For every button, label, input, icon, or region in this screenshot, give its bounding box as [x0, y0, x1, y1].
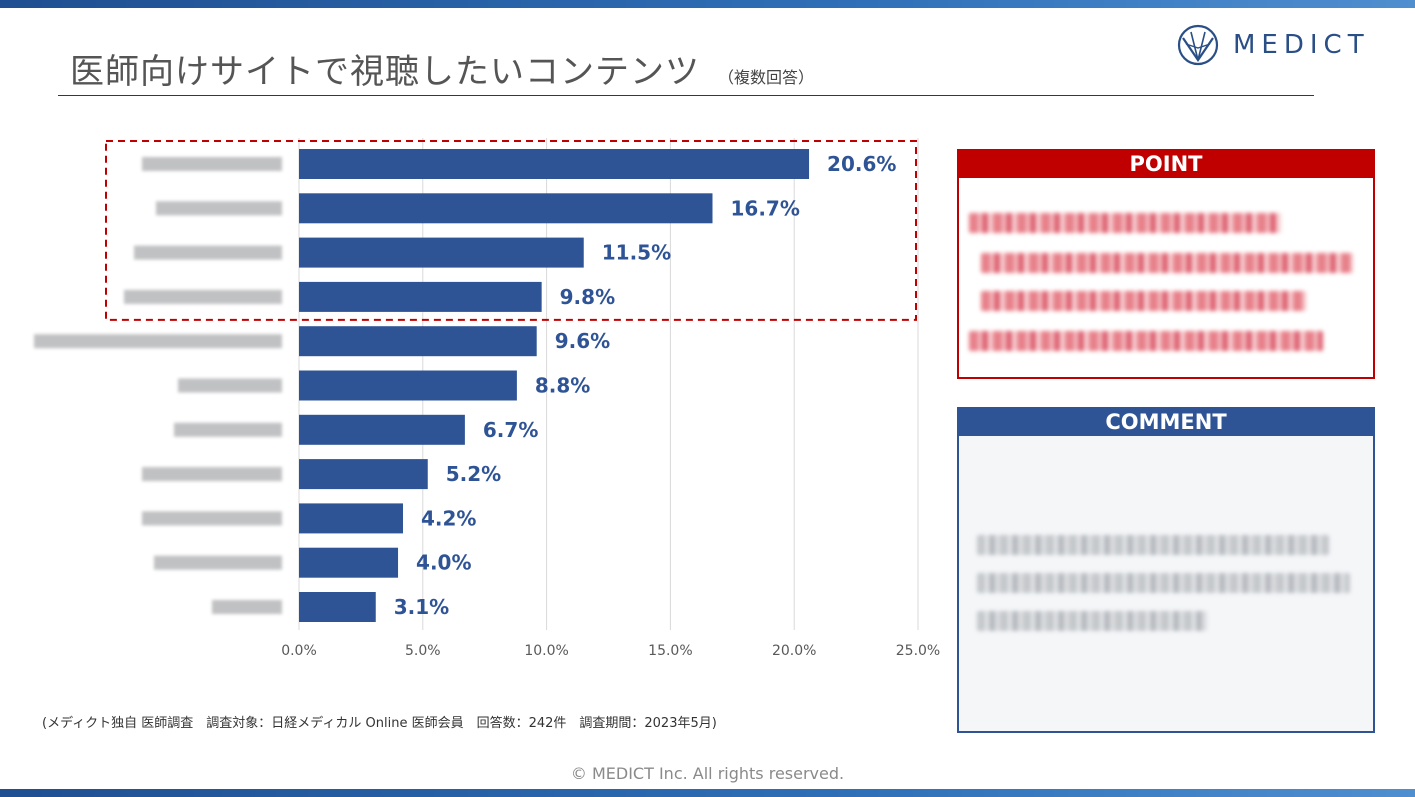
data-label: 9.8%	[560, 285, 615, 309]
bar	[299, 193, 713, 224]
redacted-category-label	[154, 555, 282, 570]
point-header: POINT	[959, 151, 1373, 178]
point-redacted-line	[981, 291, 1306, 311]
redacted-category-label	[156, 201, 282, 216]
bar	[299, 237, 584, 268]
redacted-category-label	[142, 511, 282, 526]
data-label: 9.6%	[555, 329, 610, 353]
x-tick-label: 20.0%	[772, 643, 816, 659]
data-label: 4.2%	[421, 506, 476, 530]
data-label: 11.5%	[602, 241, 671, 265]
data-label: 3.1%	[394, 595, 449, 619]
redacted-category-label	[124, 289, 282, 304]
data-label: 16.7%	[730, 196, 799, 220]
bar	[299, 414, 465, 445]
page-subtitle: （複数回答）	[718, 68, 815, 87]
point-redacted-line	[981, 253, 1353, 273]
point-redacted-line	[969, 213, 1281, 233]
redacted-category-label	[178, 378, 282, 393]
comment-header: COMMENT	[959, 409, 1373, 436]
title-underline	[58, 95, 1314, 96]
point-panel: POINT	[957, 149, 1375, 379]
bar	[299, 281, 542, 312]
x-tick-label: 10.0%	[524, 643, 568, 659]
bar	[299, 370, 517, 401]
bar-chart: 0.0% 5.0% 10.0% 15.0% 20.0% 25.0% 20.6% 16.7% 11…	[34, 138, 940, 659]
data-label: 20.6%	[827, 152, 896, 176]
top-accent-band	[0, 0, 1415, 8]
page-title: 医師向けサイトで視聴したいコンテンツ	[70, 52, 700, 92]
x-tick-label: 0.0%	[281, 643, 317, 659]
redacted-category-label	[142, 467, 282, 482]
bar	[299, 503, 403, 534]
comment-redacted-line	[977, 535, 1329, 555]
bar	[299, 326, 537, 357]
comment-panel: COMMENT	[957, 407, 1375, 733]
comment-redacted-line	[977, 611, 1207, 631]
bar	[299, 459, 428, 490]
data-label: 5.2%	[446, 462, 501, 486]
title-area: 医師向けサイトで視聴したいコンテンツ （複数回答）	[70, 44, 814, 93]
redacted-category-label	[212, 600, 282, 614]
highlight-box	[105, 140, 917, 321]
x-tick-label: 25.0%	[896, 643, 940, 659]
medict-logo: MEDICT	[1177, 22, 1392, 68]
bar	[299, 149, 810, 179]
bottom-accent-band	[0, 789, 1415, 797]
data-label: 6.7%	[483, 418, 538, 442]
x-tick-label: 5.0%	[405, 643, 441, 659]
x-tick-label: 15.0%	[648, 643, 692, 659]
point-redacted-line	[969, 331, 1323, 351]
data-label: 4.0%	[416, 551, 471, 575]
bar	[299, 592, 376, 622]
survey-note: (メディクト独自 医師調査 調査対象：日経メディカル Online 医師会員 回…	[42, 716, 717, 731]
comment-redacted-line	[977, 573, 1350, 593]
copyright: © MEDICT Inc. All rights reserved.	[570, 764, 845, 783]
redacted-category-label	[134, 245, 282, 260]
logo-text: MEDICT	[1233, 30, 1370, 60]
bar	[299, 547, 399, 578]
medict-logo-icon	[1177, 24, 1219, 66]
redacted-category-label	[174, 422, 282, 437]
data-label: 8.8%	[535, 374, 590, 398]
redacted-category-label	[142, 157, 282, 171]
redacted-category-label	[34, 334, 282, 349]
